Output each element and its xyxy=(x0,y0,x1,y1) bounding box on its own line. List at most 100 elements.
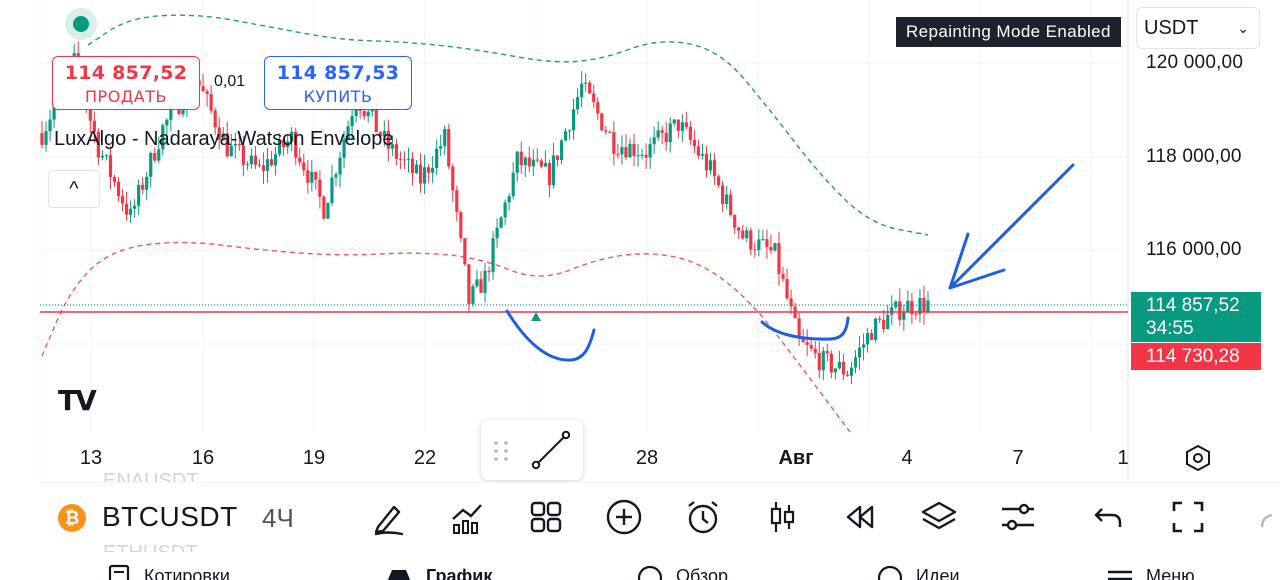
candle xyxy=(918,289,922,323)
candle-body xyxy=(129,208,133,215)
interval-button[interactable]: 4Ч xyxy=(262,503,294,533)
candle-body xyxy=(467,264,471,304)
buy-label: КУПИТЬ xyxy=(303,87,373,106)
watchlist-icon xyxy=(108,564,130,580)
nav-chart[interactable]: График xyxy=(426,566,493,580)
candle xyxy=(765,229,769,259)
candle xyxy=(584,73,588,92)
candle xyxy=(439,134,443,157)
candle xyxy=(96,128,100,165)
candle xyxy=(133,199,137,218)
candle-body xyxy=(310,171,314,183)
candle xyxy=(326,201,330,219)
candle-body xyxy=(322,196,326,219)
menu-icon xyxy=(1108,570,1132,580)
candle xyxy=(390,135,394,157)
candle-body xyxy=(40,133,44,145)
candle-body xyxy=(511,172,515,197)
repainting-notice: Repainting Mode Enabled xyxy=(896,17,1121,47)
candle xyxy=(459,210,463,243)
candle-body xyxy=(483,270,487,293)
alert-icon[interactable] xyxy=(683,497,723,537)
candle-body xyxy=(704,154,709,171)
candle xyxy=(845,370,850,377)
status-dot-icon xyxy=(73,16,89,32)
brush-icon[interactable] xyxy=(368,497,408,537)
currency-select[interactable]: USDT ⌄ xyxy=(1136,7,1260,49)
candle xyxy=(664,121,668,151)
candle-body xyxy=(471,286,475,304)
candles-icon[interactable] xyxy=(762,497,802,537)
candle-body xyxy=(809,344,813,349)
candle-body xyxy=(161,125,165,150)
nav-quotes[interactable]: Котировки xyxy=(144,566,230,580)
candle xyxy=(576,88,580,115)
candle xyxy=(837,350,841,370)
time-axis-label: 7 xyxy=(1012,447,1024,469)
candle xyxy=(785,268,789,301)
sell-button[interactable]: 114 857,52 ПРОДАТЬ xyxy=(52,56,200,110)
more-icon[interactable] xyxy=(1250,497,1280,537)
candle-body xyxy=(241,145,245,165)
settings-sliders-icon[interactable] xyxy=(998,497,1038,537)
candle-body xyxy=(628,143,632,158)
candle-body xyxy=(282,139,286,148)
drawing-toolbar[interactable] xyxy=(481,420,583,480)
hand-drawn-arrow-head xyxy=(948,232,1006,290)
candle-body xyxy=(608,131,612,133)
candle xyxy=(777,231,781,286)
candle xyxy=(104,154,109,161)
candle-body xyxy=(853,357,858,368)
candle xyxy=(567,129,572,140)
candle xyxy=(467,264,471,313)
candle xyxy=(559,138,564,165)
collapse-legend-button[interactable]: ^ xyxy=(48,170,100,208)
candle-body xyxy=(813,348,817,353)
candle-body xyxy=(44,131,48,145)
nav-ideas[interactable]: Идеи xyxy=(916,566,960,580)
candle xyxy=(322,195,326,220)
candle xyxy=(487,266,491,282)
chart-area[interactable]: 114 857,52 ПРОДАТЬ 0,01 114 857,53 КУПИТ… xyxy=(0,0,1280,480)
lower-envelope xyxy=(41,241,851,433)
time-axis-label: 4 xyxy=(901,447,913,469)
candle-body xyxy=(845,374,850,376)
candle xyxy=(314,171,318,190)
candle-body xyxy=(918,297,922,315)
candle xyxy=(362,109,366,120)
candle xyxy=(608,130,612,133)
candle xyxy=(394,138,398,166)
buy-button[interactable]: 114 857,53 КУПИТЬ xyxy=(264,56,412,110)
candle-body xyxy=(745,230,749,239)
candle xyxy=(116,177,121,202)
candle-body xyxy=(278,139,282,155)
undo-icon[interactable] xyxy=(1088,497,1128,537)
templates-icon[interactable] xyxy=(526,497,566,537)
candle-body xyxy=(527,157,531,167)
candle xyxy=(273,146,278,176)
replay-icon[interactable] xyxy=(840,497,880,537)
candle xyxy=(648,137,652,169)
price-chart[interactable] xyxy=(0,0,1280,480)
symbol-button[interactable]: BTCUSDT xyxy=(102,501,238,532)
price-axis-label: 120 000,00 xyxy=(1146,52,1244,73)
indicator-legend[interactable]: LuxAlgo - Nadaraya-Watson Envelope xyxy=(54,128,394,150)
nav-menu[interactable]: Меню xyxy=(1146,566,1195,580)
candle-body xyxy=(531,159,535,167)
nav-overview[interactable]: Обзор xyxy=(676,566,728,580)
candle xyxy=(817,341,821,379)
candle xyxy=(225,121,229,158)
candle xyxy=(712,152,717,185)
add-icon[interactable] xyxy=(604,497,644,537)
candle-body xyxy=(797,318,801,339)
buy-price: 114 857,53 xyxy=(276,62,400,84)
candle xyxy=(745,226,749,243)
indicators-icon[interactable] xyxy=(447,497,487,537)
candle-body xyxy=(261,165,266,171)
chart-settings-icon[interactable] xyxy=(1184,444,1212,472)
fullscreen-icon[interactable] xyxy=(1168,497,1208,537)
candle xyxy=(342,130,346,168)
bid-price: 114 730,28 xyxy=(1146,346,1240,367)
layers-icon[interactable] xyxy=(919,497,959,537)
candle-body xyxy=(660,130,664,133)
